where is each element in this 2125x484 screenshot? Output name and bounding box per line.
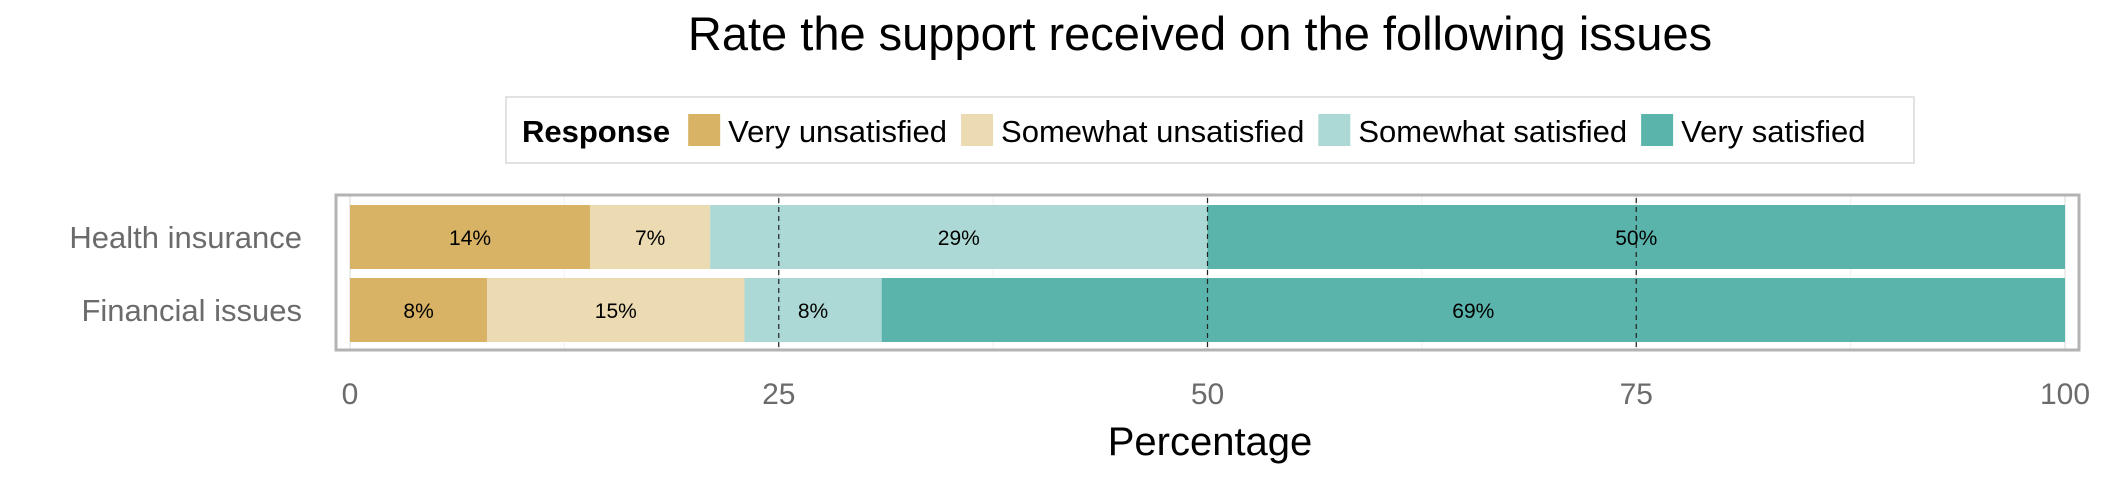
x-tick-label-1: 25 [762, 378, 795, 411]
legend-label-1: Very unsatisfied [728, 114, 947, 149]
bar-2-row-1 [590, 205, 711, 269]
bar-3-row-2 [744, 278, 882, 342]
bar-1-row-2 [350, 278, 488, 342]
legend-label-2: Somewhat unsatisfied [1001, 114, 1304, 149]
x-axis-title: Percentage [1108, 420, 1313, 464]
data-label-2-row-1: 7% [635, 227, 665, 250]
bar-3-row-1 [710, 205, 1208, 269]
legend-key-4 [1641, 114, 1674, 146]
category-label-1: Health insurance [69, 220, 302, 255]
x-tick-label-4: 100 [2040, 378, 2090, 411]
legend-key-3 [1318, 114, 1351, 146]
x-tick-label-3: 75 [1620, 378, 1653, 411]
legend-title: Response [522, 114, 670, 149]
data-label-4-row-2: 69% [1452, 300, 1494, 323]
plot-area: 14% 7% 29% 50% 8% 15% 8% 69% [334, 193, 2081, 352]
data-label-1-row-2: 8% [403, 300, 433, 323]
category-label-2: Financial issues [81, 293, 302, 328]
legend: Response Very unsatisfied Somewhat unsati… [505, 96, 1915, 164]
legend-key-1 [688, 114, 721, 146]
legend-label-3: Somewhat satisfied [1358, 114, 1627, 149]
data-label-3-row-2: 8% [798, 300, 828, 323]
panel-frame [334, 193, 2081, 352]
data-label-2-row-2: 15% [595, 300, 637, 323]
bar-2-row-2 [487, 278, 745, 342]
legend-box [505, 96, 1915, 164]
category-labels: Health insurance Financial issues [69, 220, 302, 328]
chart-title: Rate the support received on the followi… [688, 7, 1712, 60]
data-label-1-row-1: 14% [449, 227, 491, 250]
x-tick-label-0: 0 [342, 378, 359, 411]
legend-label-4: Very satisfied [1681, 114, 1865, 149]
data-labels: 14% 7% 29% 50% 8% 15% 8% 69% [403, 227, 1657, 323]
x-axis-tick-labels: 0 25 50 75 100 [342, 378, 2090, 411]
panel-border [334, 193, 2081, 352]
bars [350, 205, 2065, 342]
bar-4-row-2 [881, 278, 2065, 342]
x-tick-label-2: 50 [1191, 378, 1224, 411]
data-label-4-row-1: 50% [1615, 227, 1657, 250]
data-label-3-row-1: 29% [938, 227, 980, 250]
legend-items: Very unsatisfied Somewhat unsatisfied Some… [688, 114, 1866, 149]
bar-1-row-1 [350, 205, 591, 269]
reference-lines [778, 198, 1637, 347]
legend-key-2 [961, 114, 994, 146]
